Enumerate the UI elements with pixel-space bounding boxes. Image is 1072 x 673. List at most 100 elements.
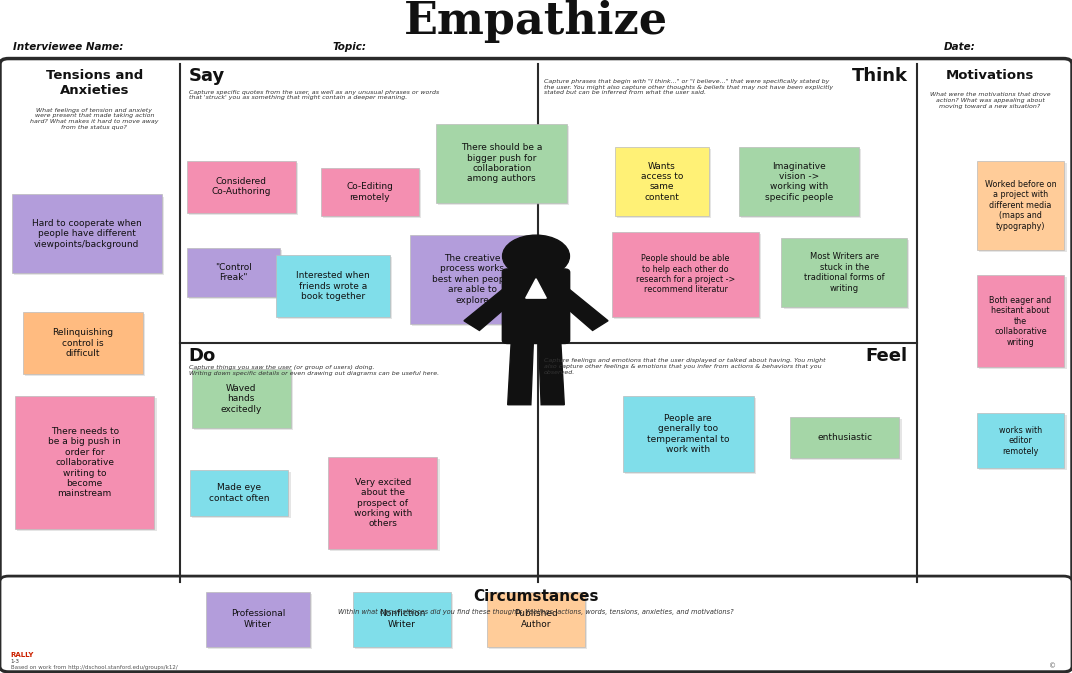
Text: Tensions and
Anxieties: Tensions and Anxieties [46,69,143,98]
FancyBboxPatch shape [792,419,902,460]
Text: Feel: Feel [866,347,908,365]
Text: Co-Editing
remotely: Co-Editing remotely [346,182,393,201]
Text: People are
generally too
temperamental to
work with: People are generally too temperamental t… [647,414,729,454]
Text: Interested when
friends wrote a
book together: Interested when friends wrote a book tog… [296,271,370,301]
Text: Capture feelings and emotions that the user displayed or talked about having. Yo: Capture feelings and emotions that the u… [544,358,825,375]
Text: What feelings of tension and anxiety
were present that made taking action
hard? : What feelings of tension and anxiety wer… [30,108,159,130]
Text: Topic:: Topic: [332,42,367,52]
FancyBboxPatch shape [208,594,312,649]
Text: The creative
process works
best when people
are able to
explore: The creative process works best when peo… [432,254,512,305]
FancyBboxPatch shape [410,235,535,324]
FancyBboxPatch shape [189,163,298,215]
FancyBboxPatch shape [187,248,280,297]
Text: "Control
Freak": "Control Freak" [214,263,252,282]
FancyBboxPatch shape [503,269,569,343]
FancyBboxPatch shape [321,168,419,216]
FancyBboxPatch shape [612,232,759,317]
FancyBboxPatch shape [615,147,709,216]
Text: enthusiastic: enthusiastic [817,433,873,442]
Text: People should be able
to help each other do
research for a project ->
recommend : People should be able to help each other… [636,254,735,294]
FancyBboxPatch shape [487,592,585,647]
Text: Capture things you saw the user (or group of users) doing.
Writing down specific: Capture things you saw the user (or grou… [189,365,438,376]
FancyBboxPatch shape [190,470,288,516]
FancyBboxPatch shape [625,398,756,474]
Text: Within what circumstances did you find these thoughts, feelings, actions, words,: Within what circumstances did you find t… [338,609,734,615]
FancyBboxPatch shape [0,576,1072,672]
Text: What were the motivations that drove
action? What was appealing about
moving tow: What were the motivations that drove act… [929,92,1051,109]
FancyBboxPatch shape [781,238,907,307]
FancyBboxPatch shape [790,417,899,458]
Text: Wants
access to
same
content: Wants access to same content [641,162,683,202]
FancyBboxPatch shape [784,240,909,309]
FancyBboxPatch shape [623,396,754,472]
FancyBboxPatch shape [192,369,291,428]
FancyBboxPatch shape [739,147,859,216]
Text: Professional
Writer: Professional Writer [230,610,285,629]
FancyBboxPatch shape [979,163,1067,252]
FancyBboxPatch shape [12,194,162,273]
FancyBboxPatch shape [194,371,293,430]
Text: 1-3: 1-3 [11,660,19,664]
FancyBboxPatch shape [617,149,711,218]
FancyBboxPatch shape [353,592,451,647]
FancyBboxPatch shape [330,459,440,551]
Text: Very excited
about the
prospect of
working with
others: Very excited about the prospect of worki… [354,478,412,528]
FancyBboxPatch shape [192,472,291,518]
Text: Imaginative
vision ->
working with
specific people: Imaginative vision -> working with speci… [764,162,833,202]
Text: Considered
Co-Authoring: Considered Co-Authoring [211,177,271,197]
Text: Capture phrases that begin with "I think..." or "I believe..." that were specifi: Capture phrases that begin with "I think… [544,79,833,96]
Text: Interviewee Name:: Interviewee Name: [13,42,123,52]
Text: There needs to
be a big push in
order for
collaborative
writing to
become
mainst: There needs to be a big push in order fo… [48,427,121,499]
FancyBboxPatch shape [979,415,1067,470]
Text: Date:: Date: [943,42,976,52]
FancyBboxPatch shape [278,257,392,319]
FancyBboxPatch shape [328,457,437,549]
Text: Most Writers are
stuck in the
traditional forms of
writing: Most Writers are stuck in the traditiona… [804,252,884,293]
Text: Say: Say [189,67,225,85]
Text: Motivations: Motivations [946,69,1034,82]
FancyBboxPatch shape [614,234,761,319]
Text: Nonfiction
Writer: Nonfiction Writer [378,610,426,629]
Text: ©: © [1048,664,1056,670]
FancyBboxPatch shape [977,275,1064,367]
Text: Worked before on
a project with
different media
(maps and
typography): Worked before on a project with differen… [985,180,1056,231]
FancyBboxPatch shape [15,396,154,529]
Text: RALLY: RALLY [11,652,34,658]
Text: Hard to cooperate when
people have different
viewpoints/background: Hard to cooperate when people have diffe… [32,219,142,249]
FancyBboxPatch shape [438,126,569,205]
FancyBboxPatch shape [25,314,145,376]
Polygon shape [551,285,608,330]
Text: There should be a
bigger push for
collaboration
among authors: There should be a bigger push for collab… [461,143,542,183]
FancyBboxPatch shape [14,197,164,275]
Polygon shape [464,285,521,330]
FancyBboxPatch shape [23,312,143,374]
Text: Based on work from http://dschool.stanford.edu/groups/k12/: Based on work from http://dschool.stanfo… [11,665,178,670]
FancyBboxPatch shape [489,594,587,649]
Polygon shape [508,340,534,404]
Text: Both eager and
hesitant about
the
collaborative
writing: Both eager and hesitant about the collab… [989,296,1052,347]
Text: Circumstances: Circumstances [473,589,599,604]
FancyBboxPatch shape [323,170,421,218]
FancyBboxPatch shape [977,161,1064,250]
Circle shape [503,235,569,277]
Text: Relinquishing
control is
difficult: Relinquishing control is difficult [51,328,114,358]
FancyBboxPatch shape [436,124,567,203]
FancyBboxPatch shape [977,413,1064,468]
Text: Empathize: Empathize [404,0,668,43]
FancyBboxPatch shape [276,255,390,317]
FancyBboxPatch shape [0,59,1072,672]
FancyBboxPatch shape [741,149,861,218]
Polygon shape [538,340,564,404]
Text: Capture specific quotes from the user, as well as any unusual phrases or words
t: Capture specific quotes from the user, a… [189,90,438,100]
FancyBboxPatch shape [412,237,537,326]
FancyBboxPatch shape [206,592,310,647]
Text: Waved
hands
excitedly: Waved hands excitedly [221,384,262,414]
Text: Made eye
contact often: Made eye contact often [209,483,269,503]
Text: works with
editor
remotely: works with editor remotely [999,426,1042,456]
FancyBboxPatch shape [979,277,1067,369]
Text: Published
Author: Published Author [515,610,557,629]
Text: Do: Do [189,347,215,365]
FancyBboxPatch shape [17,398,157,531]
FancyBboxPatch shape [355,594,453,649]
FancyBboxPatch shape [189,250,282,299]
